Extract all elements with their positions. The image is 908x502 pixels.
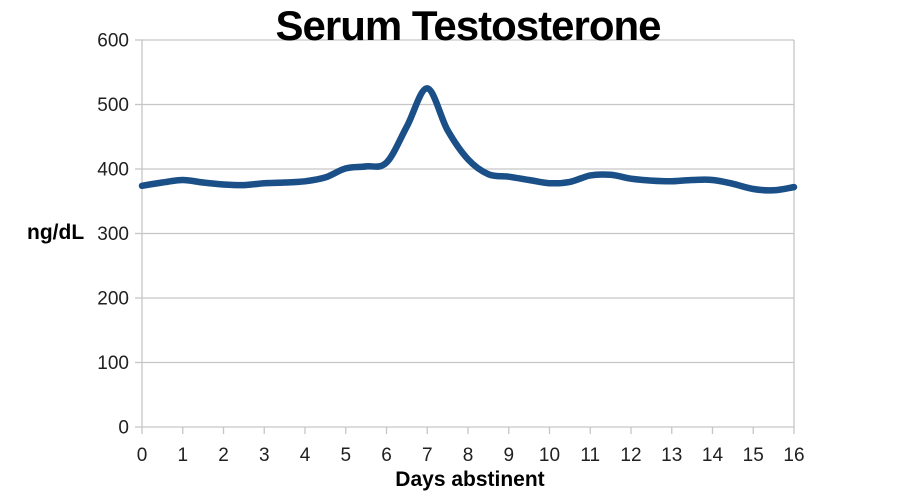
series-layer — [138, 85, 798, 194]
x-tick-label-12: 12 — [620, 445, 641, 466]
y-axis-unit-label: ng/dL — [27, 221, 84, 244]
x-tick-label-1: 1 — [177, 445, 188, 466]
x-tick-label-13: 13 — [661, 445, 682, 466]
grid-layer — [135, 39, 795, 434]
y-tick-label-0: 0 — [118, 418, 129, 439]
x-tick-label-10: 10 — [539, 445, 560, 466]
x-tick-label-9: 9 — [503, 445, 514, 466]
chart-title: Serum Testosterone — [276, 2, 661, 49]
x-tick-label-14: 14 — [702, 445, 724, 466]
y-tick-label-100: 100 — [97, 353, 129, 374]
x-tick-label-16: 16 — [783, 445, 804, 466]
serum-testosterone-line — [138, 85, 798, 194]
x-tick-label-4: 4 — [300, 445, 311, 466]
x-tick-label-7: 7 — [422, 445, 433, 466]
y-tick-label-400: 400 — [97, 160, 129, 181]
x-tick-label-0: 0 — [137, 445, 148, 466]
x-tick-label-6: 6 — [381, 445, 392, 466]
y-tick-label-600: 600 — [97, 31, 129, 52]
x-tick-label-2: 2 — [218, 445, 229, 466]
y-tick-label-200: 200 — [97, 289, 129, 310]
x-tick-label-8: 8 — [463, 445, 474, 466]
x-tick-label-5: 5 — [340, 445, 351, 466]
x-tick-label-11: 11 — [580, 445, 600, 466]
y-tick-label-300: 300 — [97, 224, 129, 245]
x-tick-label-15: 15 — [743, 445, 764, 466]
x-axis-title: Days abstinent — [395, 468, 544, 491]
x-tick-label-3: 3 — [259, 445, 270, 466]
y-tick-label-500: 500 — [97, 95, 129, 116]
